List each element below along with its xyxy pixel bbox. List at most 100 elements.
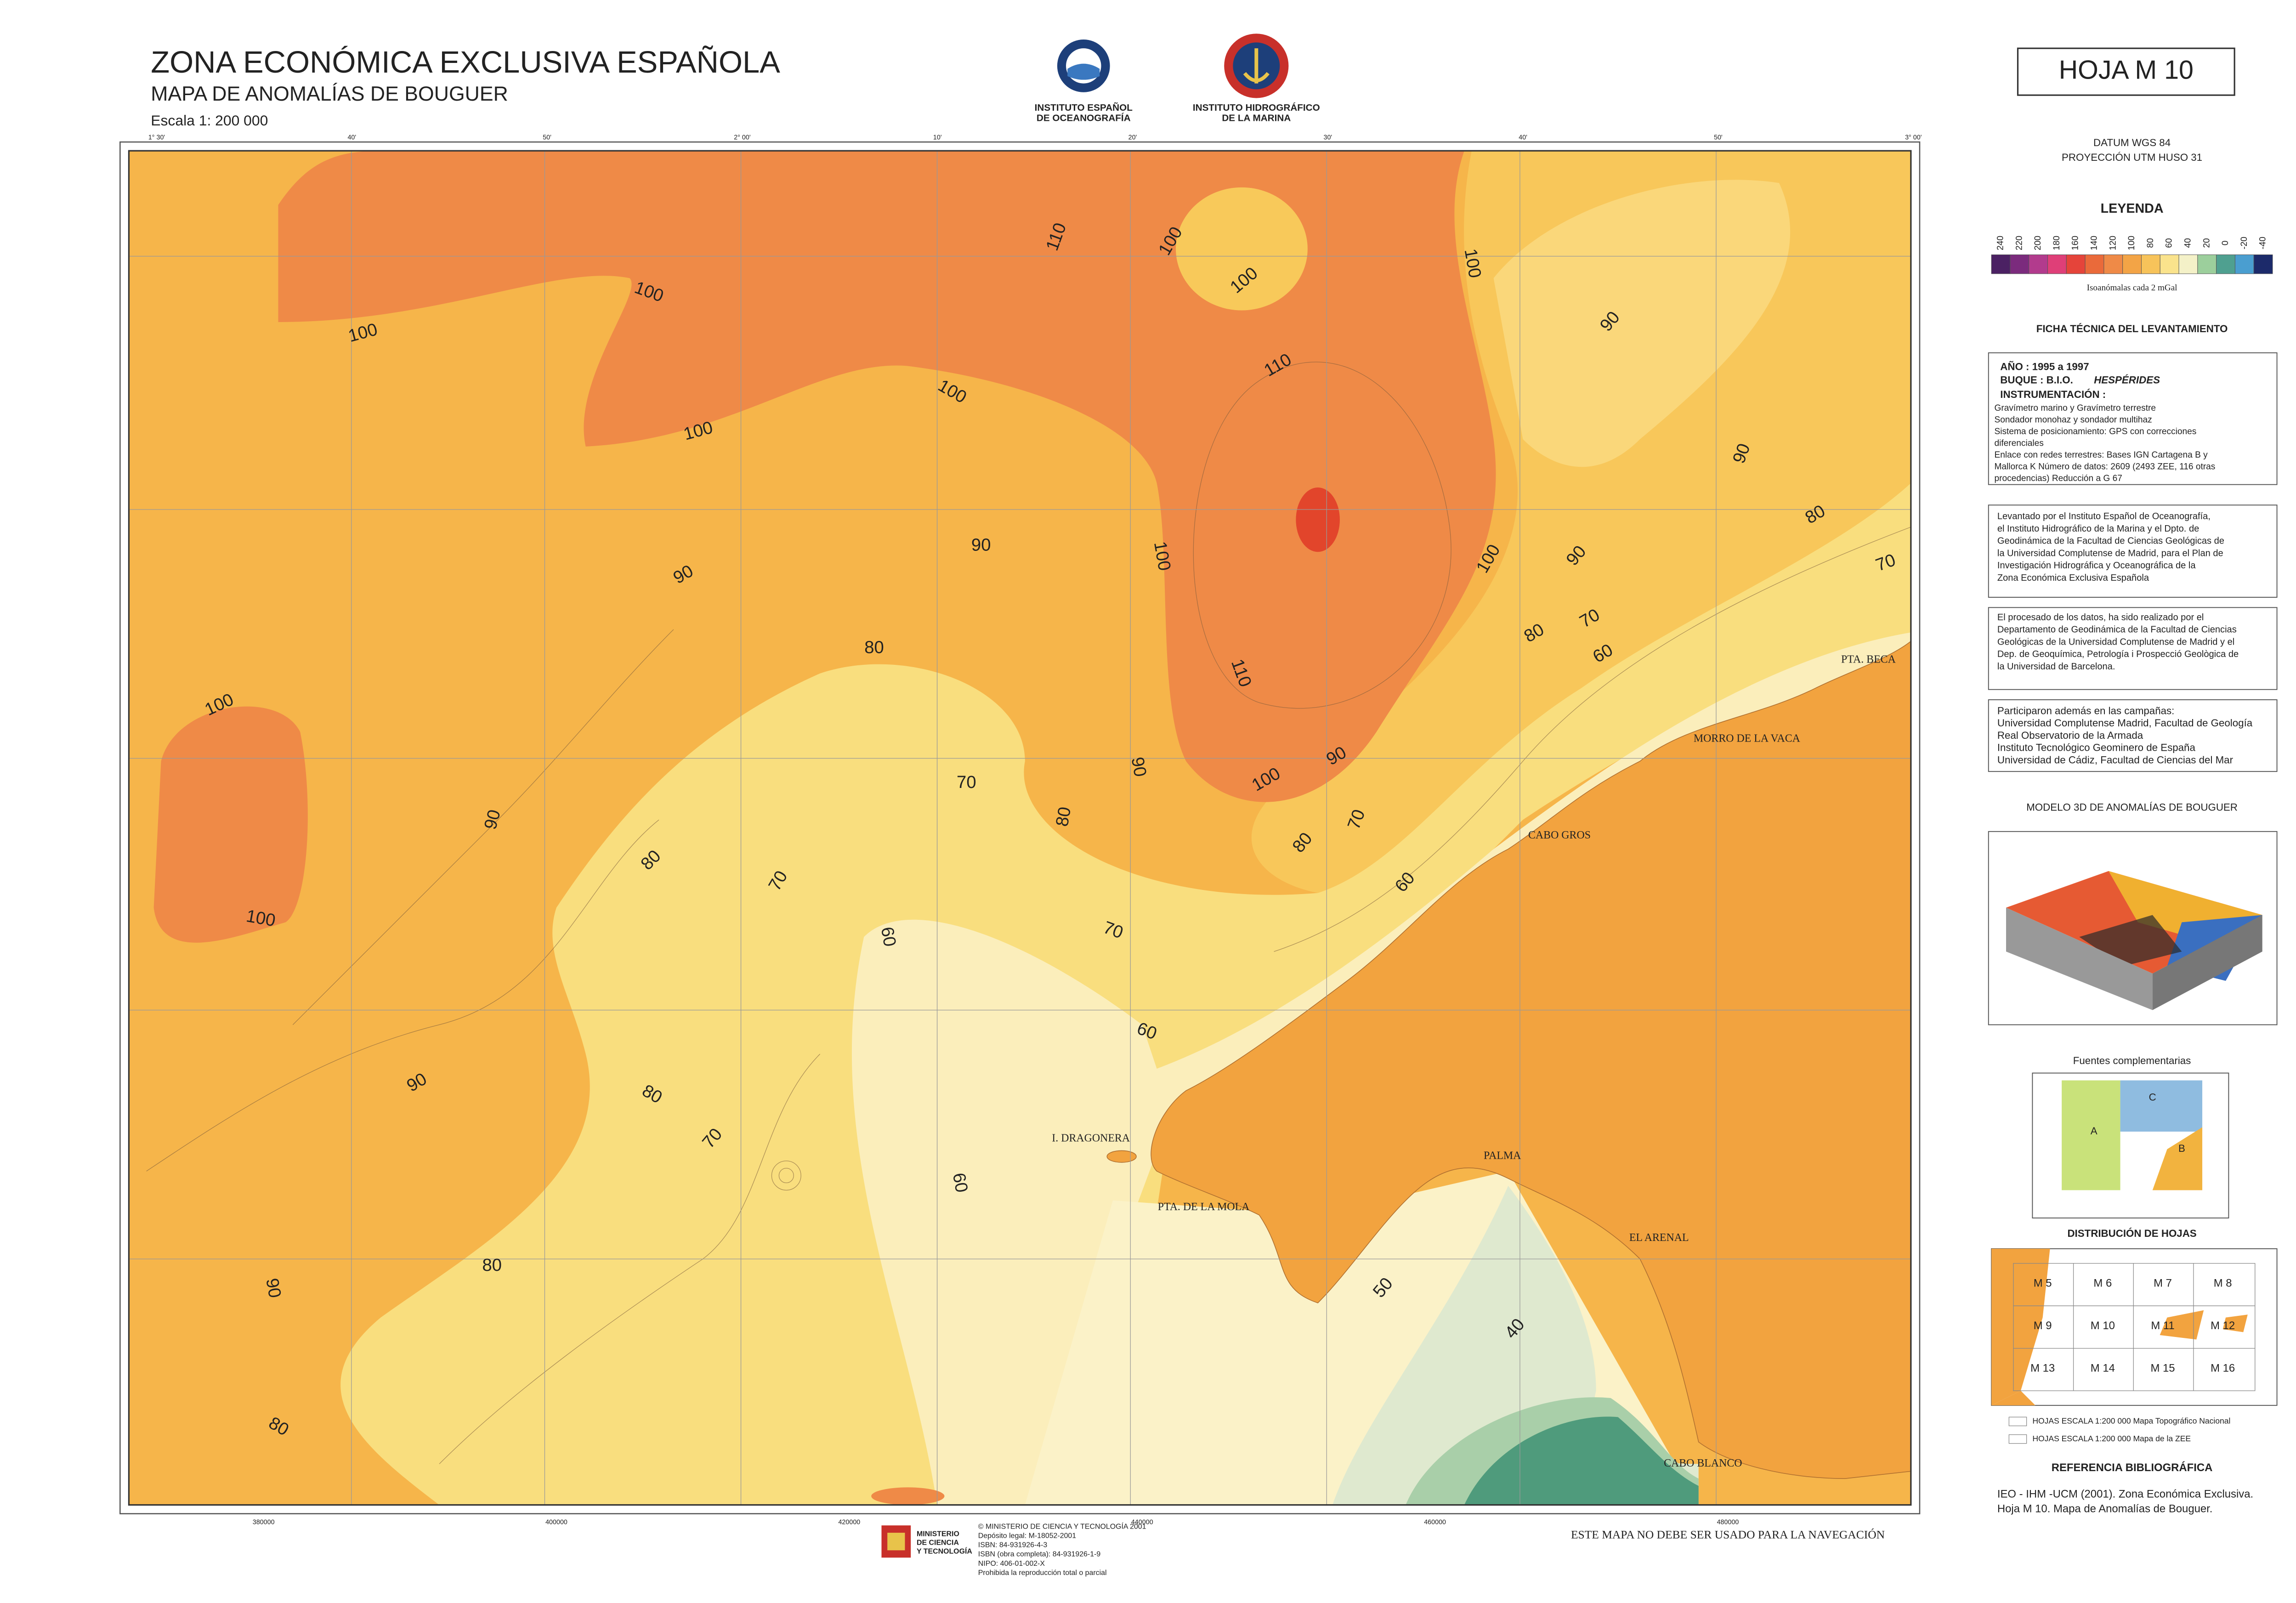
legend-caption: Isoanómalas cada 2 mGal xyxy=(2087,283,2177,293)
legend-label: 20 xyxy=(2202,238,2211,248)
top-tick: 30' xyxy=(1324,134,1332,141)
sheet-name: M 16 xyxy=(2211,1362,2235,1375)
contour-label: 90 xyxy=(480,808,505,832)
imprint-line: ISBN: 84-931926-4-3 xyxy=(978,1541,1048,1549)
tech-line: Sistema de posicionamiento: GPS con corr… xyxy=(1995,427,2197,436)
paragraph-line: Levantado por el Instituto Español de Oc… xyxy=(1997,511,2211,521)
legend-label: 180 xyxy=(2052,236,2062,250)
contour-label: 90 xyxy=(971,535,991,555)
paragraph-line: Dep. de Geoquímica, Petrología i Prospec… xyxy=(1997,649,2239,659)
bottom-tick: 440000 xyxy=(1131,1519,1153,1526)
institution-name: DE OCEANOGRAFÍA xyxy=(1037,113,1131,124)
model-3d-image xyxy=(1988,831,2278,1025)
sheet-name: M 9 xyxy=(2034,1320,2052,1332)
institution-name: INSTITUTO ESPAÑOL xyxy=(1035,102,1133,113)
zone-label: C xyxy=(2149,1092,2156,1103)
legend-swatch xyxy=(2008,1434,2027,1444)
sheet-name: M 12 xyxy=(2211,1320,2235,1332)
legend-swatch xyxy=(2029,254,2048,274)
distribution-map xyxy=(1991,1248,2278,1406)
top-tick: 1° 30' xyxy=(148,134,165,141)
scale: Escala 1: 200 000 xyxy=(151,112,268,129)
map-area xyxy=(129,151,1911,1505)
zone-label: A xyxy=(2091,1125,2098,1137)
sheet-name: M 15 xyxy=(2150,1362,2175,1375)
legend-swatch xyxy=(2010,254,2030,274)
ihm-logo xyxy=(1224,34,1289,98)
ministry-name: Y TECNOLOGÍA xyxy=(917,1547,972,1556)
inner-frame xyxy=(128,150,1912,1506)
legend-label: -20 xyxy=(2239,237,2249,249)
legend-label: 240 xyxy=(1996,236,2006,250)
sheet-name: M 6 xyxy=(2093,1277,2112,1290)
legend-swatch xyxy=(2122,254,2142,274)
reference-line: Hoja M 10. Mapa de Anomalías de Bouguer. xyxy=(1997,1502,2213,1515)
legend-swatch xyxy=(2085,254,2104,274)
place-name: PTA. BECA xyxy=(1841,654,1896,666)
legend-label: 140 xyxy=(2090,236,2099,250)
place-name: I. DRAGONERA xyxy=(1052,1132,1130,1144)
contour-label: 100 xyxy=(245,906,277,930)
legend-swatch xyxy=(2160,254,2179,274)
paragraph-line: El procesado de los datos, ha sido reali… xyxy=(1997,612,2204,623)
contour-label: 60 xyxy=(877,925,900,948)
legend-swatch xyxy=(2234,254,2254,274)
top-tick: 40' xyxy=(1519,134,1527,141)
legend-label: 40 xyxy=(2183,238,2193,248)
legend-swatch xyxy=(2047,254,2067,274)
contour-label: 90 xyxy=(1128,756,1151,778)
imprint-line: NIPO: 406-01-002-X xyxy=(978,1560,1045,1568)
model-title: MODELO 3D DE ANOMALÍAS DE BOUGUER xyxy=(2026,802,2238,813)
legend-label: 120 xyxy=(2108,236,2118,250)
sheet-name: M 5 xyxy=(2034,1277,2052,1290)
zone-label: B xyxy=(2178,1143,2185,1154)
legend-swatch xyxy=(2008,1416,2027,1427)
title: ZONA ECONÓMICA EXCLUSIVA ESPAÑOLA xyxy=(151,45,780,79)
legend-swatch xyxy=(2216,254,2235,274)
sheet-name: M 7 xyxy=(2154,1277,2172,1290)
contour-label: 70 xyxy=(957,772,976,792)
legend-title: LEYENDA xyxy=(2101,201,2164,216)
top-tick: 10' xyxy=(933,134,942,141)
imprint-line: Prohibida la reproducción total o parcia… xyxy=(978,1569,1107,1577)
contour-label: 60 xyxy=(949,1171,972,1194)
paragraph-line: la Universidad Complutense de Madrid, pa… xyxy=(1997,548,2223,558)
vessel-label: BUQUE : B.I.O. xyxy=(2000,374,2073,385)
paragraph-line: Participaron además en las campañas: xyxy=(1997,705,2174,716)
outer-frame xyxy=(119,141,1921,1514)
paragraph-line: Universidad Complutense Madrid, Facultad… xyxy=(1997,717,2253,729)
sheet-name: M 8 xyxy=(2214,1277,2232,1290)
bottom-tick: 420000 xyxy=(838,1519,860,1526)
sources-map xyxy=(2032,1072,2229,1218)
paragraph-line: Universidad de Cádiz, Facultad de Cienci… xyxy=(1997,754,2234,765)
instrumentation: INSTRUMENTACIÓN : xyxy=(2000,389,2106,400)
tech-title: FICHA TÉCNICA DEL LEVANTAMIENTO xyxy=(2036,323,2228,334)
legend-label: 0 xyxy=(2221,241,2230,246)
paragraph-line: la Universidad de Barcelona. xyxy=(1997,662,2115,672)
legend-swatch xyxy=(2178,254,2198,274)
paragraph-line: Geodinámica de la Facultad de Ciencias G… xyxy=(1997,536,2224,546)
institution-name: DE LA MARINA xyxy=(1222,113,1291,124)
survey-year: AÑO : 1995 a 1997 xyxy=(2000,361,2089,373)
bottom-tick: 460000 xyxy=(1424,1519,1446,1526)
contour-label: 80 xyxy=(1052,805,1075,828)
legend-label: 100 xyxy=(2127,236,2137,250)
place-name: MORRO DE LA VACA xyxy=(1694,733,1801,745)
top-tick: 2° 00' xyxy=(734,134,751,141)
place-name: CABO BLANCO xyxy=(1664,1457,1742,1469)
place-name: PTA. DE LA MOLA xyxy=(1158,1201,1250,1213)
distribution-title: DISTRIBUCIÓN DE HOJAS xyxy=(2067,1228,2196,1239)
tech-line: Gravímetro marino y Gravímetro terrestre xyxy=(1995,403,2156,413)
contour-label: 100 xyxy=(1460,247,1485,279)
sheet-name: M 13 xyxy=(2030,1362,2055,1375)
legend-label: 200 xyxy=(2033,236,2043,250)
paragraph-line: Real Observatorio de la Armada xyxy=(1997,730,2143,741)
tech-line: diferenciales xyxy=(1995,438,2044,448)
top-tick: 20' xyxy=(1128,134,1137,141)
ministry-name: DE CIENCIA xyxy=(917,1539,959,1547)
warning: ESTE MAPA NO DEBE SER USADO PARA LA NAVE… xyxy=(1571,1528,1885,1541)
vessel-name: HESPÉRIDES xyxy=(2094,374,2160,385)
datum: DATUM WGS 84 xyxy=(2093,137,2171,148)
